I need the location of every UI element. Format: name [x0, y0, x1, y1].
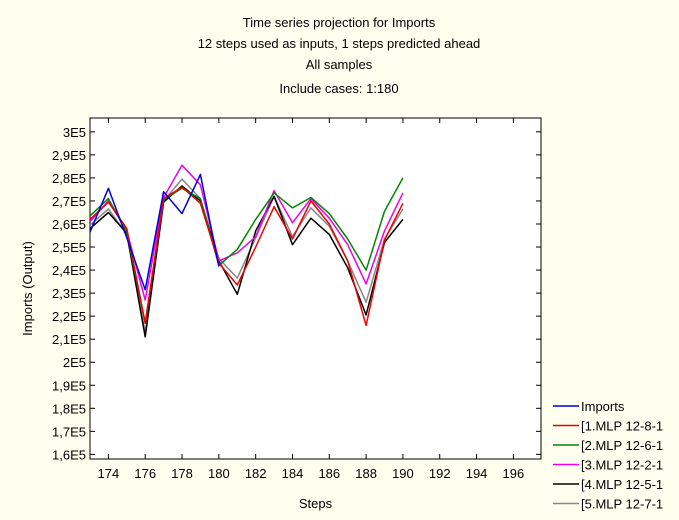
y-tick-label: 2,7E5	[52, 194, 86, 209]
y-tick-label: 1,6E5	[52, 447, 86, 462]
y-tick-label: 2,5E5	[52, 240, 86, 255]
y-tick-label: 2,9E5	[52, 148, 86, 163]
x-tick-label: 178	[171, 466, 193, 481]
x-tick-label: 190	[392, 466, 414, 481]
legend-label: [4.MLP 12-5-1	[581, 477, 663, 492]
y-tick-label: 2,2E5	[52, 309, 86, 324]
y-tick-label: 1,9E5	[52, 378, 86, 393]
series-line	[90, 164, 404, 301]
chart-title-line: 12 steps used as inputs, 1 steps predict…	[198, 36, 481, 51]
x-tick-label: 192	[429, 466, 451, 481]
x-tick-label: 174	[98, 466, 120, 481]
series-line	[90, 173, 220, 291]
chart-title-line: Include cases: 1:180	[279, 81, 398, 96]
series-line	[90, 185, 404, 338]
legend-label: [3.MLP 12-2-1	[581, 458, 663, 473]
y-tick-label: 3E5	[63, 125, 86, 140]
legend-label: [5.MLP 12-7-1	[581, 497, 663, 512]
x-tick-label: 182	[245, 466, 267, 481]
chart-title-line: All samples	[306, 57, 373, 72]
y-tick-label: 2,8E5	[52, 171, 86, 186]
x-tick-label: 196	[503, 466, 525, 481]
series-line	[90, 186, 404, 327]
x-axis-label: Steps	[299, 496, 333, 511]
x-tick-label: 194	[466, 466, 488, 481]
x-tick-label: 188	[355, 466, 377, 481]
legend-label: [1.MLP 12-8-1	[581, 419, 663, 434]
y-tick-label: 1,8E5	[52, 401, 86, 416]
x-tick-label: 176	[134, 466, 156, 481]
chart-title-line: Time series projection for Imports	[243, 15, 436, 30]
y-tick-label: 2,1E5	[52, 332, 86, 347]
legend-label: Imports	[581, 399, 625, 414]
legend-label: [2.MLP 12-6-1	[581, 438, 663, 453]
y-tick-label: 2,4E5	[52, 263, 86, 278]
y-tick-label: 1,7E5	[52, 424, 86, 439]
y-axis-label: Imports (Output)	[20, 241, 35, 336]
x-tick-label: 184	[282, 466, 304, 481]
y-tick-label: 2E5	[63, 355, 86, 370]
y-tick-label: 2,3E5	[52, 286, 86, 301]
plot-area	[89, 117, 542, 460]
x-tick-label: 186	[318, 466, 340, 481]
x-tick-label: 180	[208, 466, 230, 481]
y-tick-label: 2,6E5	[52, 217, 86, 232]
